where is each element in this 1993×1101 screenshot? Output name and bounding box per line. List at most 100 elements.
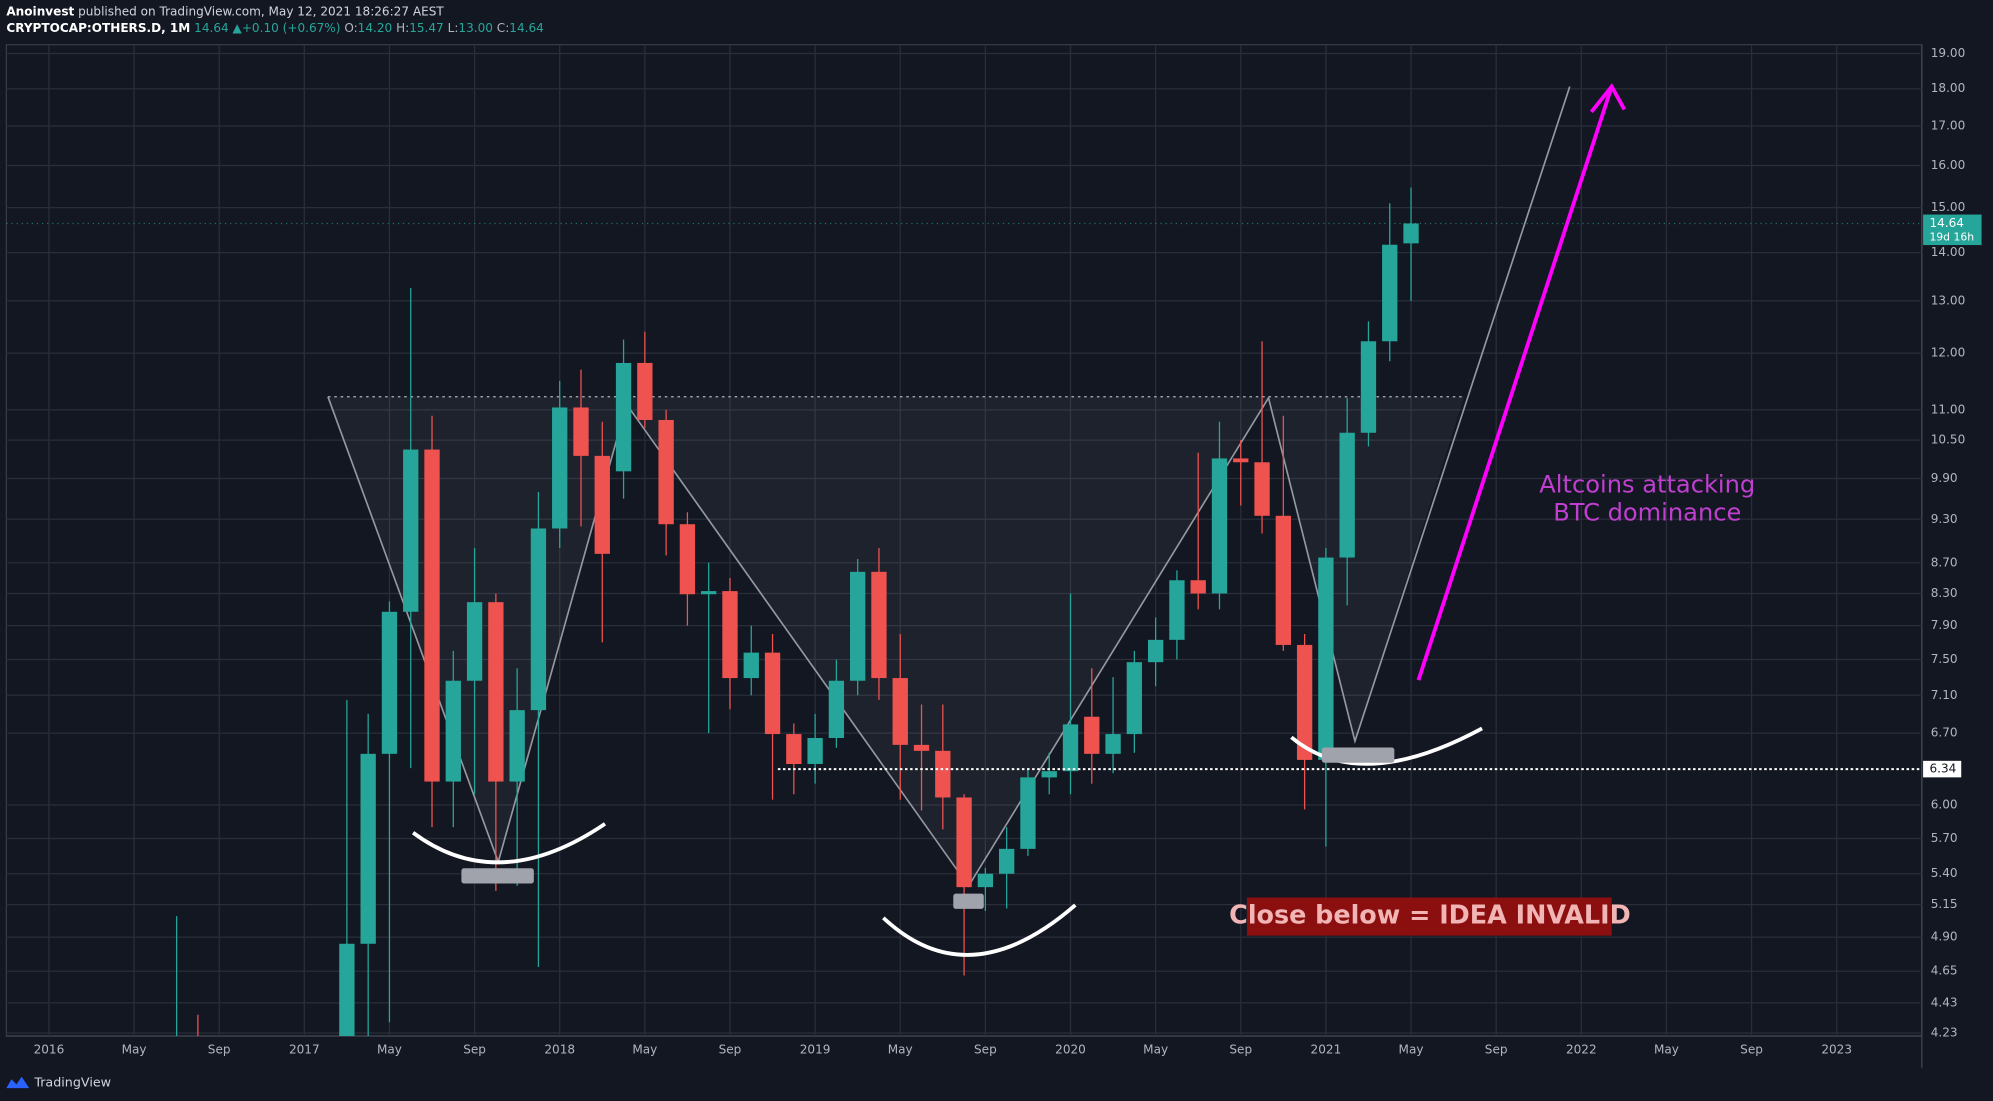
candle-body [1020,777,1036,849]
candle-body [871,571,887,679]
c-label: C: [497,21,510,35]
candle-body [1169,580,1185,640]
candle-body [764,652,781,735]
y-tick-label: 5.40 [1931,866,1958,880]
marker [953,893,984,909]
x-tick-label: Sep [719,1043,742,1057]
overlays: Altcoins attacking BTC dominance Close b… [411,83,1755,957]
y-tick-label: 8.70 [1931,555,1958,569]
candle-body [403,449,419,612]
candle-body [1403,223,1419,244]
h-label: H: [396,21,409,35]
x-tick-label: Sep [1229,1043,1252,1057]
candle-body [935,750,951,798]
y-tick-label: 5.70 [1931,831,1958,845]
invalid-label: Close below = IDEA INVALID [1229,900,1631,930]
candle-body [1147,639,1164,663]
arrow: ▲ [233,21,243,35]
y-tick-label: 19.00 [1931,46,1966,60]
y-tick-label: 16.00 [1931,158,1966,172]
candle-body [615,362,632,472]
x-tick-label: 2021 [1311,1043,1342,1057]
x-tick-label: May [377,1043,402,1057]
candle-body [1254,462,1270,516]
candle-body [998,848,1015,874]
y-tick-label: 10.50 [1931,433,1966,447]
candle-body [1211,458,1228,594]
y-tick-label: 8.30 [1931,586,1958,600]
candle-body [1126,662,1143,735]
candle-body [1041,771,1057,778]
y-tick-label: 4.43 [1931,995,1958,1009]
x-tick-label: Sep [1485,1043,1508,1057]
candle-body [637,362,653,420]
y-tick-label: 5.15 [1931,897,1958,911]
footer-brand: TradingView [33,1075,111,1090]
x-tick-label: May [632,1043,657,1057]
candle-body [1105,734,1121,754]
x-tick-label: Sep [974,1043,997,1057]
last: 14.64 [194,21,229,35]
candle-body [658,419,674,525]
arc [411,822,607,865]
y-tick-label: 7.50 [1931,652,1958,666]
y-tick-label: 4.23 [1931,1025,1958,1039]
arc [882,903,1077,957]
y-tick-label: 7.90 [1931,618,1958,632]
candle-body [424,449,440,782]
symbol-line: CRYPTOCAP:OTHERS.D, 1M 14.64 ▲+0.10 (+0.… [6,21,543,35]
y-tick-label: 11.00 [1931,402,1966,416]
y-tick-label: 17.00 [1931,119,1966,133]
last-price-badge [1923,214,1982,246]
candle-body [466,602,483,681]
author: Anoinvest [6,4,74,18]
candle-body [445,680,461,782]
countdown: 19d 16h [1929,230,1974,243]
x-tick-label: 2020 [1055,1043,1086,1057]
c-value: 14.64 [509,21,544,35]
x-tick-label: 2023 [1821,1043,1852,1057]
candle-body [807,737,823,764]
candle-body [828,680,845,738]
header-line: Anoinvest published on TradingView.com, … [6,4,444,18]
invalid-box [1246,897,1612,936]
candle-body [913,744,930,751]
candle-body [722,591,738,679]
x-tick-label: 2017 [289,1043,320,1057]
y-tick-label: 4.90 [1931,930,1958,944]
candle-body [1360,341,1377,433]
candle-body [977,873,994,888]
x-tick-label: 2018 [544,1043,575,1057]
arc [1290,726,1483,766]
o-label: O: [344,21,357,35]
y-tick-label: 4.65 [1931,964,1958,978]
published: published on TradingView.com, May 12, 20… [78,4,444,18]
pattern-line [625,86,1571,888]
y-tick-label: 6.70 [1931,726,1958,740]
candle-body [1084,716,1100,754]
y-tick-label: 6.00 [1931,798,1958,812]
annotation: Altcoins attacking [1539,471,1755,499]
level-label: 6.34 [1929,762,1956,776]
x-tick-label: May [1143,1043,1168,1057]
y-tick-label: 14.00 [1931,245,1966,259]
l-label: L: [448,21,459,35]
candle-body [1296,644,1313,760]
h-value: 15.47 [409,21,444,35]
candle-body [743,652,759,679]
x-tick-label: 2016 [34,1043,65,1057]
y-tick-label: 12.00 [1931,346,1966,360]
y-tick-label: 13.00 [1931,293,1966,307]
y-tick-label: 9.90 [1931,471,1958,485]
y-tick-label: 18.00 [1931,81,1966,95]
candle-body [956,797,972,888]
y-tick-label: 7.10 [1931,688,1958,702]
marker [461,868,534,884]
pattern-fill [327,396,1465,887]
x-tick-label: 2019 [800,1043,831,1057]
x-tick-label: May [1399,1043,1424,1057]
candle-body [1190,580,1206,594]
candle-body [1275,515,1291,645]
